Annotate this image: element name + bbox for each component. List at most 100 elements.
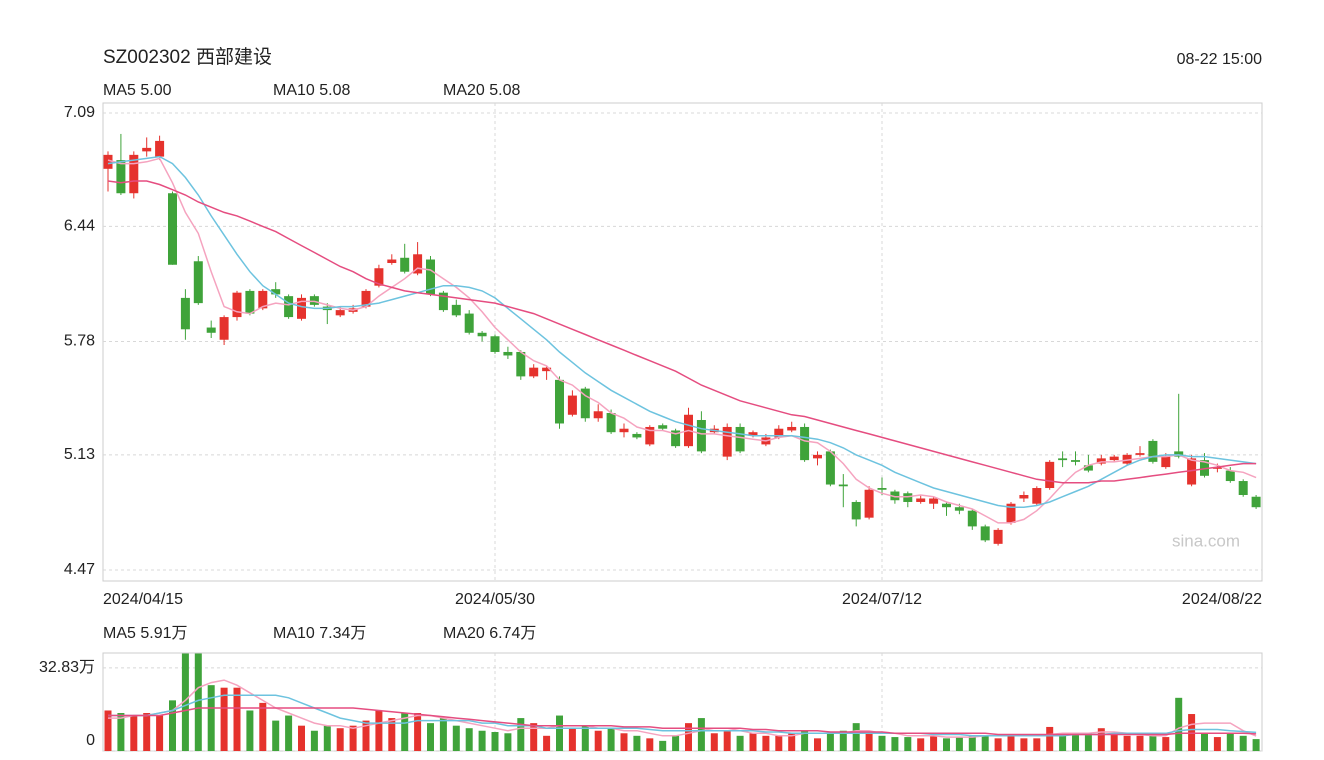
volume-bar xyxy=(1007,734,1015,751)
candle-body xyxy=(245,290,255,314)
candle-body xyxy=(271,289,281,295)
volume-bar xyxy=(762,735,770,751)
candle-body xyxy=(735,426,745,452)
volume-bar xyxy=(930,735,938,751)
volume-bar xyxy=(788,733,796,751)
y-tick-label: 4.47 xyxy=(64,561,95,578)
candle-body xyxy=(658,425,668,429)
chart-title: SZ002302 西部建设 xyxy=(103,46,272,68)
candle-body xyxy=(890,491,900,501)
candle-body xyxy=(232,292,242,318)
volume-bar xyxy=(981,735,989,751)
volume-bar xyxy=(207,685,215,751)
candle-body xyxy=(387,259,397,264)
candle-body xyxy=(129,154,139,194)
volume-bar xyxy=(491,732,499,751)
candle-body xyxy=(1161,456,1171,468)
volume-bar xyxy=(1162,737,1170,751)
volume-bar xyxy=(530,723,538,751)
volume-bar xyxy=(749,733,757,751)
volume-bar xyxy=(633,735,641,751)
volume-bar xyxy=(1136,735,1144,751)
volume-bar xyxy=(826,733,834,751)
timestamp: 08-22 15:00 xyxy=(1177,51,1263,68)
candle-body xyxy=(361,290,371,307)
legend-entry: MA20 6.74万 xyxy=(443,625,536,642)
ma-line xyxy=(107,155,1257,508)
volume-bar xyxy=(568,728,576,751)
candle-body xyxy=(490,336,500,352)
volume-bar xyxy=(130,715,138,751)
candle-body xyxy=(838,484,848,487)
volume-bar xyxy=(994,738,1002,751)
y-tick-label: 32.83万 xyxy=(39,659,95,676)
candle-body xyxy=(1071,460,1080,462)
candle-body xyxy=(193,261,203,304)
legend-entry: MA5 5.00 xyxy=(103,82,172,99)
legend-entry: MA5 5.91万 xyxy=(103,625,188,642)
volume-bar xyxy=(891,737,899,751)
volume-bar xyxy=(156,715,164,751)
volume-bar xyxy=(1072,734,1079,751)
candle-body xyxy=(309,296,319,305)
volume-bar xyxy=(801,730,809,751)
volume-bar xyxy=(1149,735,1157,751)
candle-body xyxy=(1032,488,1042,504)
candle-body xyxy=(1019,494,1029,499)
candle-body xyxy=(1238,481,1248,495)
volume-bar xyxy=(272,720,280,751)
candle-body xyxy=(774,428,784,438)
volume-bar xyxy=(143,713,151,751)
candle-body xyxy=(155,140,165,157)
candle-body xyxy=(929,498,939,504)
volume-bar xyxy=(246,710,254,751)
candle-body xyxy=(438,292,448,311)
candle-body xyxy=(1187,458,1197,485)
candle-body xyxy=(1058,458,1068,461)
volume-bar xyxy=(1226,733,1234,751)
volume-bar xyxy=(1252,739,1260,751)
volume-bar xyxy=(1123,735,1131,751)
candle-body xyxy=(916,498,926,502)
candle-body xyxy=(1148,440,1158,462)
candle-body xyxy=(297,297,306,319)
candle-body xyxy=(168,193,177,265)
candle-body xyxy=(258,290,268,309)
volume-bar xyxy=(1201,733,1208,751)
volume-bar xyxy=(104,710,112,751)
candle-body xyxy=(180,297,190,330)
candle-body xyxy=(748,432,758,436)
volume-bar xyxy=(401,713,409,751)
volume-bar xyxy=(1213,737,1221,751)
candle-body xyxy=(542,367,552,372)
candle-body xyxy=(696,419,706,452)
candle-body xyxy=(219,317,229,340)
volume-bar xyxy=(1033,738,1041,751)
volume-bar xyxy=(968,735,976,751)
volume-bar xyxy=(1059,735,1067,751)
y-tick-label: 5.78 xyxy=(64,333,95,350)
candle-body xyxy=(335,310,345,316)
candle-body xyxy=(1174,451,1184,457)
volume-bar xyxy=(1020,738,1028,751)
volume-bar xyxy=(310,730,318,751)
candle-body xyxy=(1225,470,1235,482)
volume-bar xyxy=(943,738,950,751)
legend-entry: MA20 5.08 xyxy=(443,82,520,99)
candle-body xyxy=(632,433,642,438)
volume-bar xyxy=(556,715,563,751)
volume-bar xyxy=(839,730,847,751)
volume-bar xyxy=(259,702,267,751)
candle-body xyxy=(1083,465,1093,471)
volume-bar xyxy=(375,710,383,751)
candle-body xyxy=(1200,460,1209,476)
volume-bar xyxy=(917,738,925,751)
volume-bar xyxy=(685,723,692,751)
candle-body xyxy=(722,426,732,457)
volume-bar xyxy=(1175,697,1183,751)
candle-body xyxy=(103,154,113,169)
candle-body xyxy=(825,451,835,485)
volume-bar xyxy=(517,718,525,751)
